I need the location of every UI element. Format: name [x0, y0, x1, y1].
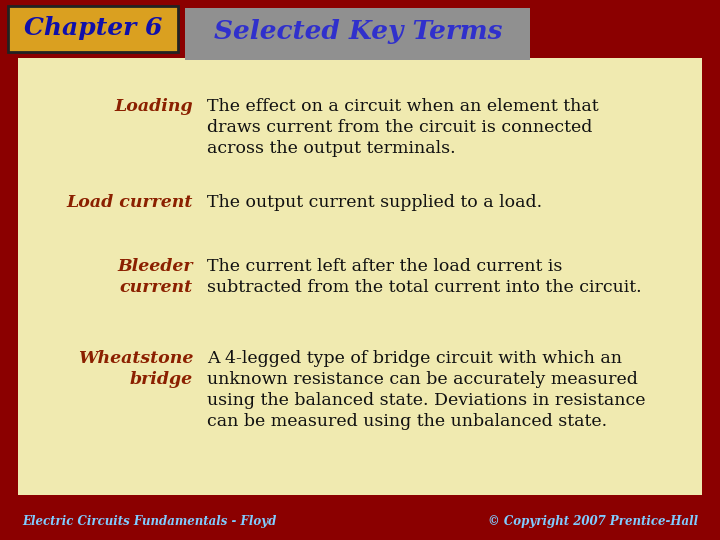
Text: bridge: bridge: [130, 371, 193, 388]
Text: Loading: Loading: [114, 98, 193, 115]
Text: The current left after the load current is: The current left after the load current …: [207, 258, 562, 275]
Text: The output current supplied to a load.: The output current supplied to a load.: [207, 194, 542, 211]
Text: Load current: Load current: [67, 194, 193, 211]
Text: A 4-legged type of bridge circuit with which an: A 4-legged type of bridge circuit with w…: [207, 350, 622, 367]
Text: subtracted from the total current into the circuit.: subtracted from the total current into t…: [207, 279, 642, 296]
Text: Bleeder: Bleeder: [117, 258, 193, 275]
Text: Wheatstone: Wheatstone: [78, 350, 193, 367]
Text: across the output terminals.: across the output terminals.: [207, 140, 456, 157]
Text: draws current from the circuit is connected: draws current from the circuit is connec…: [207, 119, 593, 136]
Text: current: current: [120, 279, 193, 296]
Text: The effect on a circuit when an element that: The effect on a circuit when an element …: [207, 98, 598, 115]
Text: Chapter 6: Chapter 6: [24, 16, 162, 40]
Text: unknown resistance can be accurately measured: unknown resistance can be accurately mea…: [207, 371, 638, 388]
FancyBboxPatch shape: [8, 6, 178, 52]
Bar: [18, 58, 702, 495]
Text: © Copyright 2007 Prentice-Hall: © Copyright 2007 Prentice-Hall: [488, 516, 698, 529]
Text: Selected Key Terms: Selected Key Terms: [214, 19, 503, 44]
Text: can be measured using the unbalanced state.: can be measured using the unbalanced sta…: [207, 413, 607, 430]
Text: Electric Circuits Fundamentals - Floyd: Electric Circuits Fundamentals - Floyd: [22, 516, 276, 529]
FancyBboxPatch shape: [185, 8, 530, 60]
Text: using the balanced state. Deviations in resistance: using the balanced state. Deviations in …: [207, 392, 646, 409]
